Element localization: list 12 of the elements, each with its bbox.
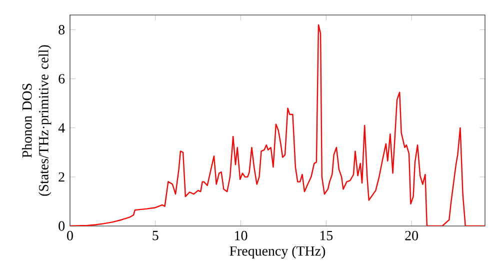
y-tick-label: 2	[58, 172, 64, 182]
y-tick-label: 8	[58, 25, 65, 34]
x-tick-label: 15	[320, 230, 333, 240]
x-tick-label: 0	[67, 230, 73, 240]
y-axis-title: Phonon DOS (States/THz·primitive cell)	[22, 45, 52, 196]
x-tick-label: 10	[235, 230, 248, 240]
x-tick-label: 20	[405, 230, 418, 240]
x-tick-label: 5	[152, 230, 158, 240]
y-tick-label: 0	[58, 221, 65, 231]
x-axis-title: Frequency (THz)	[230, 246, 326, 259]
y-tick-label: 6	[58, 74, 65, 84]
y-tick-label: 4	[58, 123, 65, 132]
